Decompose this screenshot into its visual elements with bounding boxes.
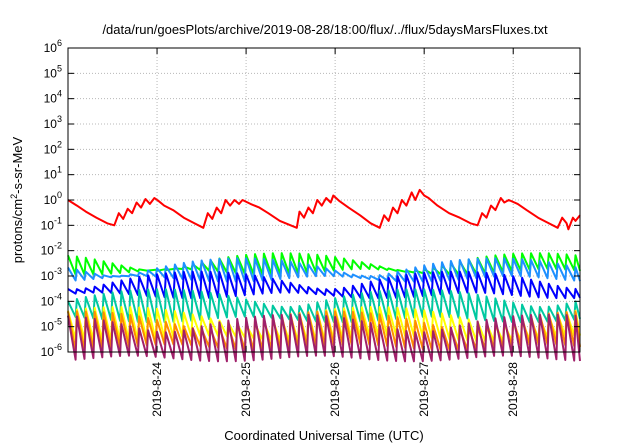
y-tick-exponent: -3 — [54, 266, 62, 276]
y-tick-base: 10 — [41, 294, 55, 308]
y-tick-exponent: 3 — [57, 114, 62, 124]
y-tick-label: 106 — [44, 38, 62, 55]
y-tick-label: 104 — [44, 89, 62, 106]
x-ticks: 2019-8-24 2019-8-25 2019-8-26 2019-8-27 2019… — [150, 48, 520, 417]
y-tick-base: 10 — [44, 117, 58, 131]
y-tick-label: 105 — [44, 63, 62, 80]
y-tick-exponent: -5 — [54, 317, 62, 327]
y-tick-label: 103 — [44, 114, 62, 131]
series-line-2 — [67, 257, 581, 283]
y-tick-label: 101 — [44, 165, 62, 182]
y-tick-label: 10-5 — [41, 317, 62, 334]
y-axis-label: protons/cm2-s-sr-MeV — [9, 136, 25, 263]
y-tick-label: 10-6 — [41, 342, 62, 359]
y-tick-base: 10 — [44, 193, 58, 207]
series-line-7 — [67, 313, 581, 363]
y-tick-exponent: 2 — [57, 139, 62, 149]
y-tick-exponent: -1 — [54, 215, 62, 225]
x-tick-label: 2019-8-26 — [328, 362, 342, 417]
y-tick-base: 10 — [44, 66, 58, 80]
y-tick-exponent: -2 — [54, 241, 62, 251]
y-tick-base: 10 — [41, 269, 55, 283]
y-tick-exponent: -4 — [54, 291, 62, 301]
y-tick-base: 10 — [41, 218, 55, 232]
y-tick-exponent: 1 — [57, 165, 62, 175]
y-tick-label: 100 — [44, 190, 62, 207]
y-tick-base: 10 — [44, 168, 58, 182]
series-group — [67, 188, 581, 363]
y-tick-label: 10-1 — [41, 215, 62, 232]
x-tick-label: 2019-8-25 — [239, 362, 253, 417]
y-tick-exponent: -6 — [54, 342, 62, 352]
y-tick-base: 10 — [41, 345, 55, 359]
y-tick-exponent: 0 — [57, 190, 62, 200]
y-tick-label: 10-3 — [41, 266, 62, 283]
y-tick-base: 10 — [44, 41, 58, 55]
y-axis-label-suffix: -s-sr-MeV — [10, 136, 25, 193]
y-tick-base: 10 — [44, 92, 58, 106]
chart-title: /data/run/goesPlots/archive/2019-08-28/1… — [102, 22, 548, 37]
x-axis-label: Coordinated Universal Time (UTC) — [224, 428, 423, 443]
y-tick-base: 10 — [41, 320, 55, 334]
y-tick-base: 10 — [41, 244, 55, 258]
y-tick-exponent: 5 — [57, 63, 62, 73]
y-tick-label: 102 — [44, 139, 62, 156]
y-tick-exponent: 6 — [57, 38, 62, 48]
x-tick-label: 2019-8-28 — [506, 362, 520, 417]
y-tick-base: 10 — [44, 142, 58, 156]
y-axis-label-sup: 2 — [9, 194, 19, 199]
y-tick-exponent: 4 — [57, 89, 62, 99]
y-axis-label-prefix: protons/cm — [10, 199, 25, 263]
x-tick-label: 2019-8-24 — [150, 362, 164, 417]
series-line-0 — [67, 188, 581, 231]
y-tick-label: 10-4 — [41, 291, 62, 308]
y-ticks: 10-610-510-410-310-210-11001011021031041… — [41, 38, 580, 359]
y-tick-label: 10-2 — [41, 241, 62, 258]
x-tick-label: 2019-8-27 — [417, 362, 431, 417]
